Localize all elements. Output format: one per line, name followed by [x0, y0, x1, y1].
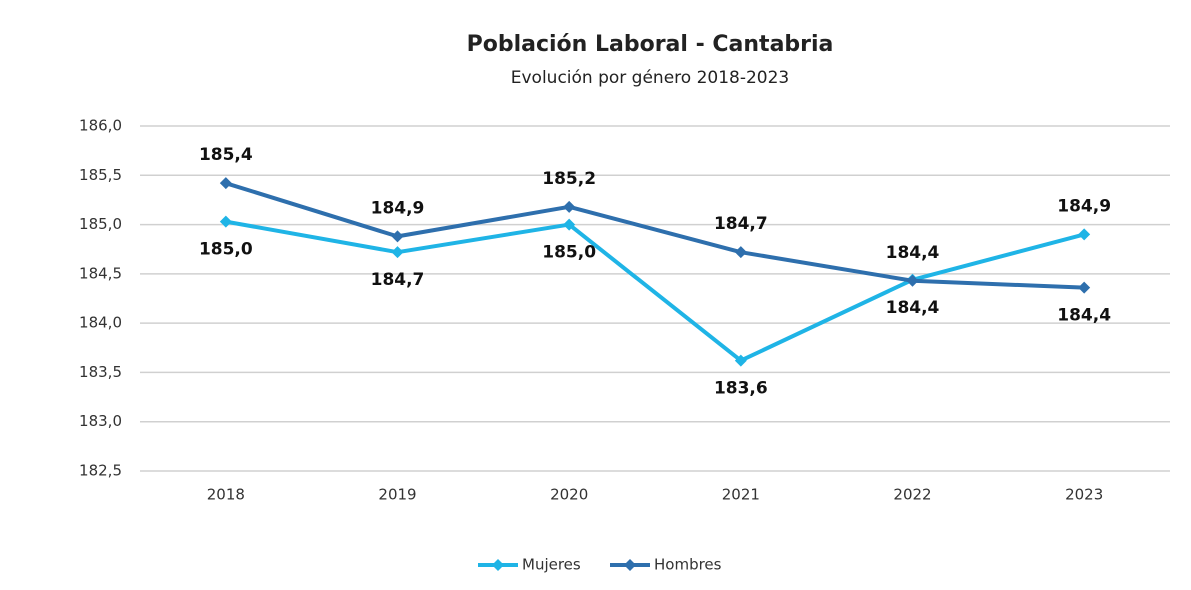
marker	[219, 177, 232, 190]
series-line	[225, 181, 1085, 290]
legend-label: Mujeres	[522, 556, 581, 574]
marker	[391, 230, 404, 243]
chart-title: Población Laboral - Cantabria	[467, 32, 834, 57]
legend-label: Hombres	[654, 556, 722, 574]
data-label: 184,7	[371, 270, 425, 290]
marker	[391, 246, 404, 259]
legend-marker	[492, 559, 504, 571]
chart-subtitle: Evolución por género 2018-2023	[511, 68, 790, 88]
data-label: 184,9	[371, 198, 425, 218]
marker	[734, 246, 747, 259]
marker	[563, 218, 576, 231]
y-tick-label: 184,0	[79, 314, 122, 332]
marker	[1078, 281, 1091, 294]
x-tick-label: 2019	[378, 486, 416, 504]
data-label: 185,4	[199, 145, 253, 165]
marker	[1078, 228, 1091, 241]
data-label: 184,4	[1057, 306, 1111, 326]
x-tick-label: 2023	[1065, 486, 1103, 504]
y-tick-label: 182,5	[79, 462, 122, 480]
legend-marker	[624, 559, 636, 571]
y-tick-label: 184,5	[79, 264, 122, 282]
y-tick-label: 183,0	[79, 412, 122, 430]
y-tick-label: 186,0	[79, 117, 122, 135]
data-label: 185,0	[199, 240, 253, 260]
x-tick-label: 2021	[722, 486, 760, 504]
x-tick-label: 2018	[207, 486, 245, 504]
y-tick-label: 183,5	[79, 363, 122, 381]
x-tick-label: 2022	[893, 486, 931, 504]
marker	[906, 274, 919, 287]
data-label: 184,4	[886, 243, 940, 263]
data-label: 184,4	[886, 298, 940, 318]
marker	[734, 354, 747, 367]
data-label: 183,6	[714, 379, 768, 399]
marker	[219, 215, 232, 228]
series-line	[225, 219, 1085, 363]
y-tick-label: 185,5	[79, 166, 122, 184]
x-tick-label: 2020	[550, 486, 588, 504]
data-label: 185,2	[542, 169, 596, 189]
background	[8, 8, 1183, 582]
data-label: 184,9	[1057, 196, 1111, 216]
marker	[563, 200, 576, 213]
data-label: 184,7	[714, 214, 768, 234]
y-tick-label: 185,0	[79, 215, 122, 233]
data-label: 185,0	[542, 243, 596, 263]
